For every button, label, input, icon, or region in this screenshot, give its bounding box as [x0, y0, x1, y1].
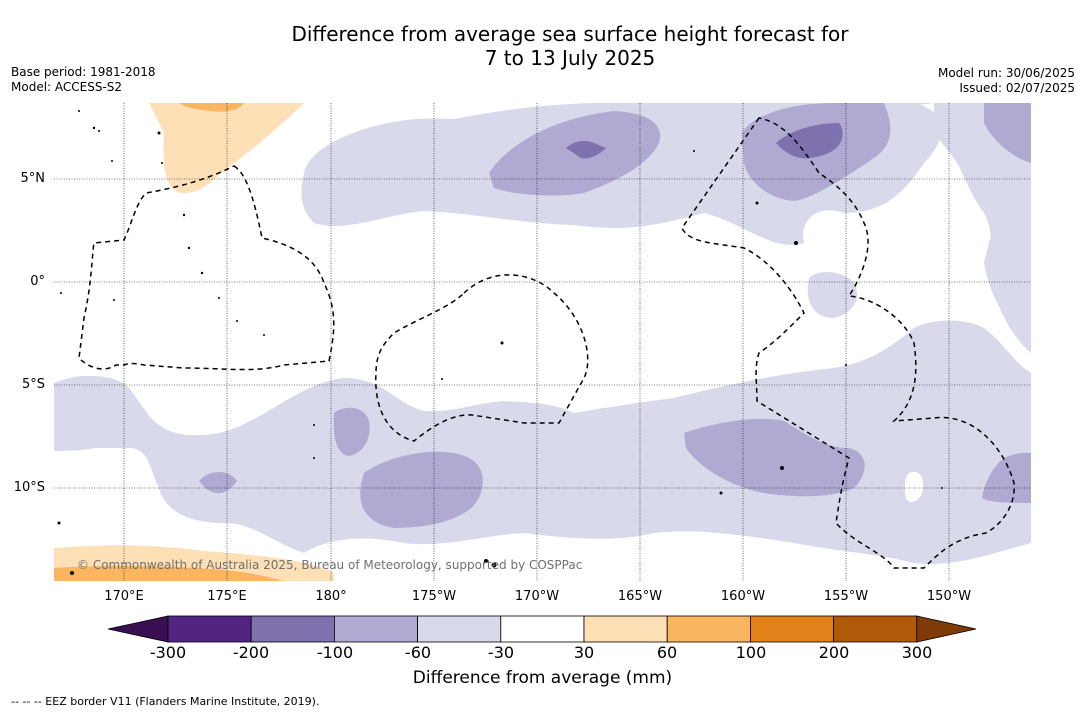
island — [484, 559, 488, 563]
island — [70, 571, 74, 575]
island — [941, 487, 943, 489]
x-tick-label: 175°E — [207, 589, 247, 604]
colorbar-tick-label: 300 — [901, 643, 933, 662]
island — [157, 131, 161, 135]
colorbar-segment — [250, 615, 335, 643]
eez-footnote: -- -- -- EEZ border V11 (Flanders Marine… — [11, 695, 320, 708]
contour-medium-lavender-4 — [333, 407, 370, 456]
colorbar — [108, 615, 977, 643]
x-tick-label: 165°W — [617, 589, 663, 604]
contour-light-lavender-small — [807, 271, 858, 318]
island — [200, 271, 204, 275]
colorbar-tick-label: -200 — [232, 643, 270, 662]
colorbar-segment — [500, 615, 585, 643]
island — [313, 457, 315, 459]
island — [57, 521, 61, 525]
graticule — [54, 103, 1031, 581]
meta-right: Model run: 30/06/2025 Issued: 02/07/2025 — [938, 66, 1075, 96]
copyright-text: © Commonwealth of Australia 2025, Bureau… — [77, 558, 583, 572]
colorbar-segment — [833, 615, 918, 643]
x-tick-label: 155°W — [823, 589, 869, 604]
contour-light-lavender-east — [947, 103, 1031, 353]
colorbar-tick-label: -100 — [316, 643, 354, 662]
x-tick-label: 170°W — [514, 589, 560, 604]
contour-light-lavender-south — [54, 320, 1031, 564]
y-tick-label: 0° — [30, 274, 45, 289]
island — [161, 162, 163, 164]
x-tick-label: 160°W — [720, 589, 766, 604]
island — [218, 297, 220, 299]
island — [98, 130, 100, 132]
title-line-1: Difference from average sea surface heig… — [291, 22, 849, 46]
colorbar-segments — [108, 615, 977, 643]
colorbar-tick-label: 60 — [656, 643, 678, 662]
model-text: Model: ACCESS-S2 — [11, 80, 123, 94]
island — [263, 334, 265, 336]
island — [111, 160, 113, 162]
island — [500, 341, 504, 345]
island — [113, 299, 115, 301]
contour-medium-lavender-6 — [360, 451, 483, 528]
contour-dark-lavender-2 — [776, 123, 843, 159]
anomaly-contours — [54, 103, 1031, 581]
colorbar-tick-label: -30 — [487, 643, 515, 662]
island — [794, 241, 798, 245]
island — [441, 378, 443, 380]
y-tick-label: 5°N — [20, 171, 46, 186]
x-tick-label: 175°W — [411, 589, 457, 604]
colorbar-extend-low — [108, 615, 169, 643]
title-line-2: 7 to 13 July 2025 — [484, 46, 656, 70]
base-period-text: Base period: 1981-2018 — [11, 65, 156, 79]
eez-borders — [78, 117, 1015, 569]
island — [313, 424, 315, 426]
y-tick-label: 10°S — [13, 480, 45, 495]
islands — [57, 110, 943, 575]
island — [182, 213, 186, 217]
island — [693, 150, 695, 152]
island — [780, 466, 784, 470]
island — [845, 364, 847, 366]
colorbar-segment — [333, 615, 418, 643]
colorbar-segment — [583, 615, 668, 643]
y-tick-label: 5°S — [21, 377, 45, 392]
sea-surface-height-map — [54, 103, 1031, 581]
colorbar-segment — [167, 615, 252, 643]
issued-text: Issued: 02/07/2025 — [959, 81, 1075, 95]
eez-border-central — [375, 274, 589, 442]
contour-medium-lavender-8 — [982, 452, 1031, 503]
contour-dark-lavender-1 — [566, 140, 606, 159]
island — [187, 246, 191, 250]
colorbar-segment — [666, 615, 751, 643]
contour-white-gap — [904, 471, 924, 503]
contour-orange-north — [179, 103, 244, 112]
meta-left: Base period: 1981-2018 Model: ACCESS-S2 — [11, 65, 156, 95]
contour-peach-north — [149, 103, 304, 193]
model-run-text: Model run: 30/06/2025 — [937, 66, 1075, 80]
island — [755, 201, 759, 205]
x-tick-label: 150°W — [926, 589, 972, 604]
contour-medium-lavender-7 — [684, 418, 865, 497]
colorbar-tick-label: 200 — [818, 643, 850, 662]
contour-light-lavender-west — [54, 375, 123, 451]
island — [236, 320, 238, 322]
colorbar-extend-high — [916, 615, 977, 643]
colorbar-label: Difference from average (mm) — [412, 668, 673, 688]
map-title: Difference from average sea surface heig… — [0, 22, 1085, 70]
x-tick-label: 180° — [315, 589, 347, 604]
colorbar-segment — [750, 615, 835, 643]
x-tick-label: 170°E — [104, 589, 144, 604]
island — [78, 110, 80, 112]
colorbar-segment — [417, 615, 502, 643]
colorbar-tick-label: 100 — [735, 643, 767, 662]
colorbar-tick-label: -300 — [149, 643, 187, 662]
island — [491, 562, 497, 568]
island — [60, 292, 62, 294]
island — [719, 491, 723, 495]
eez-border-east — [681, 117, 1015, 569]
contour-orange-southwest — [54, 566, 284, 581]
island — [92, 126, 96, 130]
colorbar-tick-label: 30 — [573, 643, 595, 662]
contour-medium-lavender-3 — [984, 103, 1031, 163]
colorbar-tick-label: -60 — [404, 643, 432, 662]
